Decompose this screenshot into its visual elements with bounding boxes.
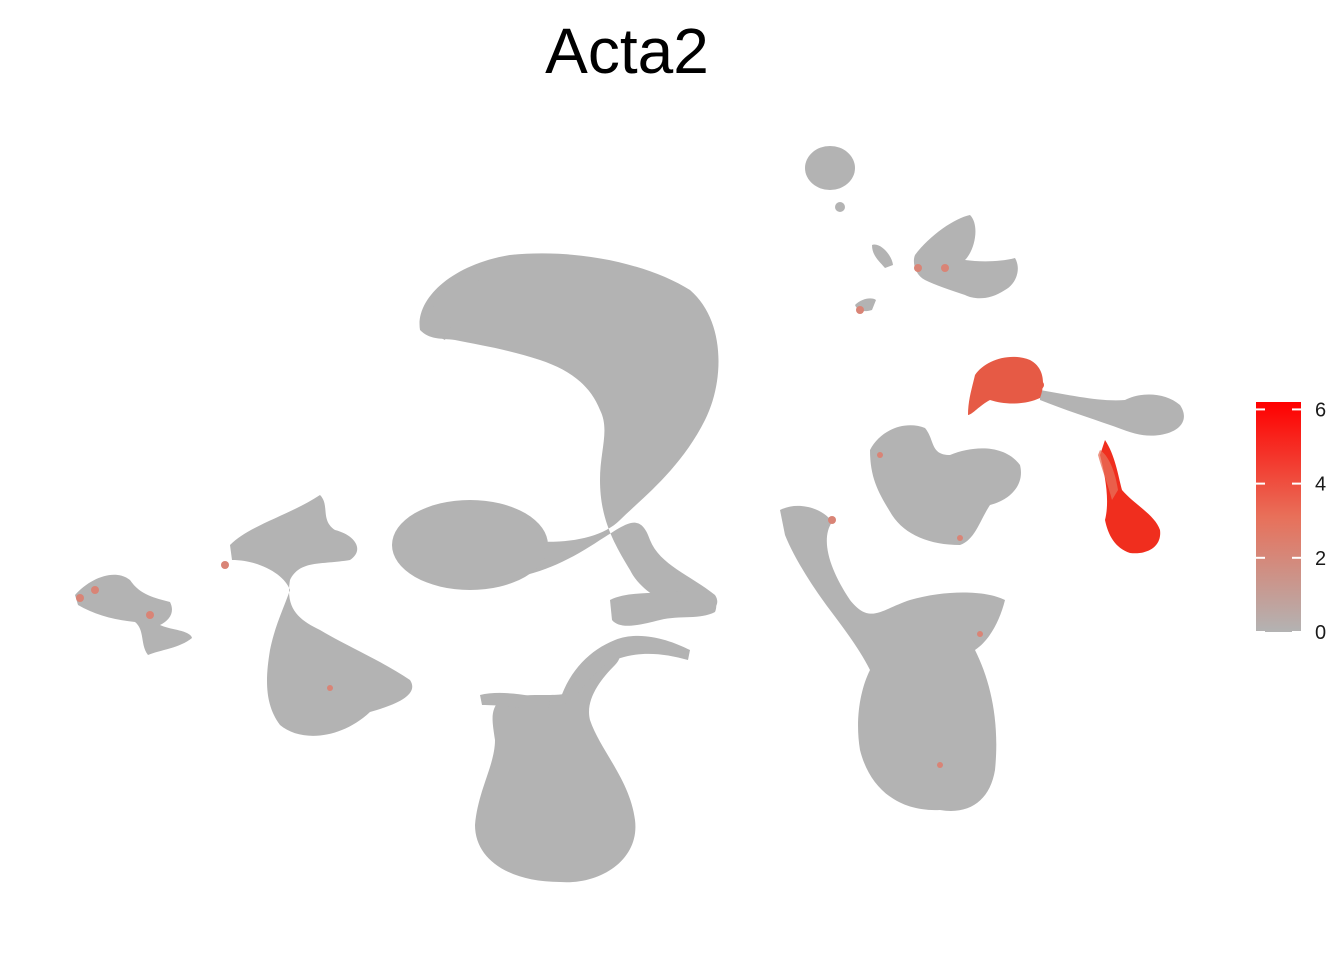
cluster-far-left — [75, 574, 192, 655]
chart-title: Acta2 — [545, 15, 709, 87]
expressing-cells — [968, 356, 1161, 554]
expr-point — [977, 631, 983, 637]
expr-point — [957, 535, 963, 541]
acta2-mid-region — [1098, 450, 1118, 500]
expr-point — [1036, 381, 1044, 389]
acta2-high-region-top — [968, 356, 1043, 415]
cluster-bottom — [475, 644, 636, 883]
cluster-top-right — [913, 215, 1018, 299]
scatter-points — [76, 264, 1119, 768]
expr-point — [146, 611, 154, 619]
cluster-crescent — [395, 253, 719, 615]
expr-point — [941, 264, 949, 272]
acta2-high-region-bottom — [1100, 440, 1161, 554]
cluster-top-dot — [835, 202, 845, 212]
cluster-crescent-tip — [425, 265, 490, 340]
cluster-top-small — [805, 146, 855, 190]
cluster-right-branch — [1040, 390, 1184, 436]
cluster-top-small-arm — [872, 244, 893, 268]
cluster-left-mid — [230, 495, 413, 736]
cluster-bottom-stem — [560, 635, 690, 705]
expr-point — [76, 594, 84, 602]
expr-point — [327, 685, 333, 691]
expr-point — [828, 516, 836, 524]
colorbar-tick-label: 6 — [1315, 399, 1326, 421]
expr-point — [221, 561, 229, 569]
colorbar-legend: 0 2 4 6 — [1256, 399, 1326, 644]
expr-point — [877, 452, 883, 458]
cluster-right-large — [780, 505, 1005, 811]
cell-clusters — [75, 146, 1184, 883]
expr-point — [856, 306, 864, 314]
cluster-crescent-base — [392, 500, 548, 590]
cluster-right-fan — [610, 589, 717, 626]
expr-point — [91, 586, 99, 594]
colorbar-tick-label: 2 — [1315, 548, 1326, 570]
cluster-bottom-arm — [480, 692, 550, 712]
expr-point — [1111, 531, 1119, 539]
colorbar-tick-label: 4 — [1315, 474, 1326, 496]
colorbar-gradient — [1256, 402, 1301, 632]
colorbar-tick-label: 0 — [1315, 622, 1326, 644]
expr-point — [914, 264, 922, 272]
expr-point — [937, 762, 943, 768]
cluster-right-mid — [870, 425, 1021, 545]
